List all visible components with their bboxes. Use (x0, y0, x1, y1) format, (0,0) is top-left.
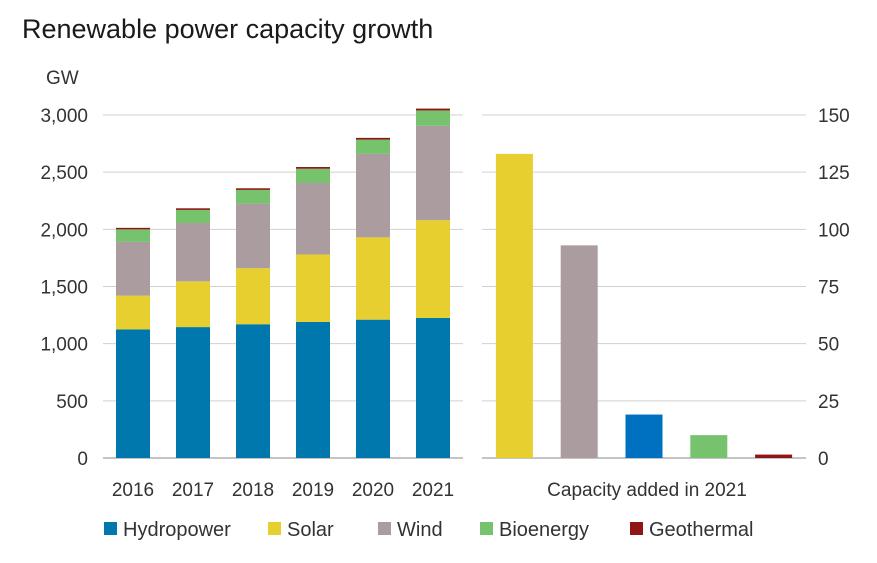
right-y-tick-label: 125 (818, 163, 850, 184)
legend-swatch-solar (268, 522, 281, 535)
bar-segment-bioenergy-2019 (296, 168, 330, 184)
left-y-tick-label: 2,000 (40, 220, 88, 241)
legend-swatch-wind (378, 522, 391, 535)
bar-segment-solar-2018 (236, 268, 270, 325)
left-y-tick-label: 1,000 (40, 335, 88, 356)
right-y-tick-label: 0 (818, 449, 829, 470)
legend-label-geothermal: Geothermal (649, 519, 754, 541)
right-y-tick-label: 75 (818, 278, 839, 299)
bar-segment-hydropower-2019 (296, 321, 330, 458)
bar-segment-geothermal-2017 (176, 208, 210, 210)
bar-segment-geothermal-2018 (236, 188, 270, 190)
bar-segment-solar-2017 (176, 281, 210, 328)
left-y-tick-label: 1,500 (40, 278, 88, 299)
y-axis-unit-label: GW (46, 68, 79, 89)
bar-segment-hydropower-2016 (116, 329, 150, 458)
bar-segment-bioenergy-2021 (416, 110, 450, 126)
bar-segment-solar-2020 (356, 237, 390, 320)
right-y-tick-label: 150 (818, 106, 850, 127)
left-y-tick-label: 2,500 (40, 163, 88, 184)
x-tick-label: 2017 (172, 480, 214, 501)
legend-swatch-hydropower (104, 522, 117, 535)
bar-segment-hydropower-2020 (356, 319, 390, 458)
bar-segment-geothermal-2019 (296, 167, 330, 169)
x-tick-label: 2020 (352, 480, 394, 501)
legend-label-hydropower: Hydropower (123, 519, 231, 541)
added-2021-bar-solar (495, 153, 533, 458)
bar-segment-wind-2016 (116, 241, 150, 296)
left-y-tick-label: 0 (77, 449, 88, 470)
added-2021-bar-hydropower (625, 414, 663, 458)
left-y-tick-label: 3,000 (40, 106, 88, 127)
bar-segment-bioenergy-2020 (356, 139, 390, 154)
bar-segment-hydropower-2018 (236, 324, 270, 458)
chart-title: Renewable power capacity growth (22, 14, 434, 44)
left-y-tick-label: 500 (56, 392, 88, 413)
bar-segment-geothermal-2020 (356, 137, 390, 140)
legend-label-bioenergy: Bioenergy (499, 519, 589, 541)
bar-segment-geothermal-2021 (416, 108, 450, 111)
x-tick-label: 2016 (112, 480, 154, 501)
legend-swatch-geothermal (630, 522, 643, 535)
x-tick-label: 2018 (232, 480, 274, 501)
bar-segment-bioenergy-2017 (176, 209, 210, 224)
bar-segment-wind-2017 (176, 223, 210, 282)
added-2021-bar-wind (560, 245, 598, 458)
bar-segment-wind-2021 (416, 125, 450, 221)
legend-label-wind: Wind (397, 519, 443, 541)
right-y-tick-label: 50 (818, 335, 839, 356)
right-y-tick-label: 25 (818, 392, 839, 413)
bar-segment-solar-2016 (116, 295, 150, 330)
bar-segment-geothermal-2016 (116, 227, 150, 230)
right-y-tick-label: 100 (818, 220, 850, 241)
bar-segment-wind-2018 (236, 203, 270, 269)
legend-swatch-bioenergy (480, 522, 493, 535)
bar-segment-bioenergy-2018 (236, 189, 270, 204)
bar-segment-wind-2019 (296, 183, 330, 255)
bar-segment-solar-2019 (296, 254, 330, 322)
bar-segment-hydropower-2017 (176, 327, 210, 458)
bar-segment-solar-2021 (416, 220, 450, 318)
added-2021-bar-geothermal (755, 454, 793, 458)
x-tick-label: 2021 (412, 480, 454, 501)
bar-segment-wind-2020 (356, 153, 390, 238)
bar-segment-hydropower-2021 (416, 317, 450, 458)
added-2021-bar-bioenergy (690, 435, 728, 458)
right-panel-x-label: Capacity added in 2021 (547, 480, 747, 501)
x-tick-label: 2019 (292, 480, 334, 501)
bar-segment-bioenergy-2016 (116, 229, 150, 242)
legend-label-solar: Solar (287, 519, 334, 541)
